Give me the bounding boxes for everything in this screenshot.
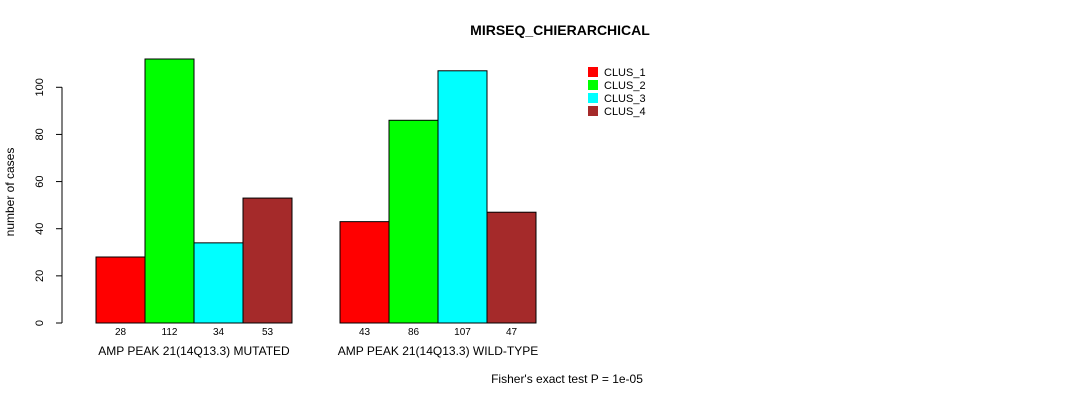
y-tick-label: 80 xyxy=(34,128,46,140)
fisher-test-footnote: Fisher's exact test P = 1e-05 xyxy=(491,372,643,386)
bars: 28 112 34 53 43 86 107 47 xyxy=(95,58,537,338)
bar-count-label: 47 xyxy=(506,327,518,338)
bar-count-label: 34 xyxy=(213,327,225,338)
group-labels: AMP PEAK 21(14Q13.3) MUTATED AMP PEAK 21(… xyxy=(98,344,538,358)
bar-clus-2-group-2 xyxy=(388,119,439,324)
bar-clus-1-group-2 xyxy=(339,221,390,324)
bar-count-label: 53 xyxy=(262,327,274,338)
bar-clus-1-group-1 xyxy=(95,256,146,324)
legend-swatch xyxy=(588,67,598,77)
bar-clus-2-group-1 xyxy=(144,58,195,324)
bar-count-label: 86 xyxy=(408,327,420,338)
bar-count-label: 112 xyxy=(162,327,178,338)
group-label-1: AMP PEAK 21(14Q13.3) MUTATED xyxy=(98,344,290,358)
legend-swatch xyxy=(588,106,598,116)
y-tick-label: 20 xyxy=(34,270,46,282)
legend-swatch xyxy=(588,93,598,103)
y-tick-label: 100 xyxy=(34,78,46,96)
bar-count-label: 107 xyxy=(454,327,471,338)
y-axis-label: number of cases xyxy=(3,148,17,237)
legend-label: CLUS_1 xyxy=(604,67,646,79)
bar-clus-4-group-1 xyxy=(242,197,293,324)
legend-label: CLUS_2 xyxy=(604,80,646,92)
bar-clus-4-group-2 xyxy=(486,211,537,324)
group-label-2: AMP PEAK 21(14Q13.3) WILD-TYPE xyxy=(338,344,539,358)
y-axis: 0 20 40 60 80 100 xyxy=(34,78,63,326)
legend-label: CLUS_4 xyxy=(604,106,646,118)
bar-clus-3-group-2 xyxy=(437,70,488,324)
legend-swatch xyxy=(588,80,598,90)
bar-clus-3-group-1 xyxy=(193,242,244,324)
y-tick-label: 60 xyxy=(34,175,46,187)
bar-count-label: 43 xyxy=(359,327,371,338)
chart-title: MIRSEQ_CHIERARCHICAL xyxy=(470,22,650,38)
y-tick-label: 40 xyxy=(34,223,46,235)
bar-count-label: 28 xyxy=(115,327,127,338)
legend-label: CLUS_3 xyxy=(604,93,646,105)
y-tick-label: 0 xyxy=(34,320,46,326)
